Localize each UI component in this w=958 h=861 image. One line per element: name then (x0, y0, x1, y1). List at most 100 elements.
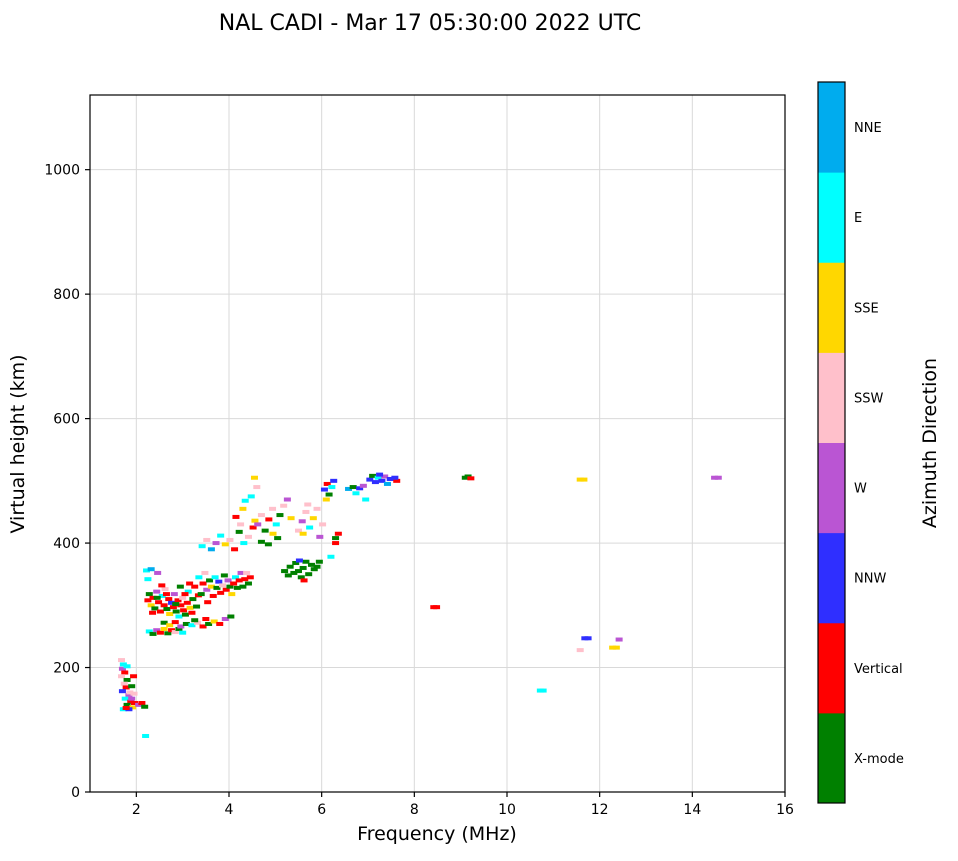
colorbar-category-label: NNE (854, 121, 882, 136)
scatter-point (257, 513, 265, 518)
scatter-point (283, 497, 291, 502)
scatter-point (188, 610, 196, 615)
scatter-point (383, 481, 391, 486)
scatter-point (221, 616, 229, 621)
scatter-point (145, 629, 153, 634)
scatter-point (302, 559, 310, 564)
scatter-point (327, 554, 335, 559)
scatter-point (295, 569, 302, 574)
scatter-point (121, 670, 129, 675)
y-tick-label: 400 (53, 536, 80, 552)
scatter-point (714, 475, 722, 480)
scatter-point (174, 598, 182, 603)
colorbar-category-label: NNW (854, 572, 886, 587)
scatter-point (172, 609, 180, 614)
scatter-point (222, 587, 230, 592)
scatter-point (179, 595, 187, 600)
scatter-point (334, 531, 342, 536)
scatter-point (170, 592, 178, 597)
scatter-point (235, 578, 243, 583)
scatter-point (209, 593, 217, 598)
scatter-point (125, 692, 133, 697)
scatter-point (292, 560, 300, 565)
scatter-point (119, 662, 127, 667)
scatter-point (183, 600, 191, 605)
scatter-point (168, 600, 176, 605)
scatter-point (235, 529, 243, 534)
scatter-point (239, 506, 247, 511)
scatter-point (281, 569, 289, 574)
scatter-point (322, 497, 330, 502)
scatter-point (612, 645, 620, 650)
scatter-point (151, 606, 159, 611)
scatter-point (158, 583, 166, 588)
scatter-point (295, 558, 303, 563)
scatter-point (253, 485, 261, 490)
scatter-point (362, 497, 370, 502)
scatter-point (199, 624, 207, 629)
scatter-point (207, 584, 215, 589)
scatter-point (145, 592, 153, 597)
colorbar-segment-nnw (818, 532, 845, 624)
scatter-point (257, 539, 265, 544)
x-tick-label: 8 (410, 802, 419, 818)
scatter-point (176, 584, 184, 589)
scatter-point (153, 589, 161, 594)
scatter-point (228, 592, 236, 597)
scatter-point (226, 537, 234, 542)
colorbar-category-label: SSW (854, 391, 884, 406)
colorbar-category-label: X-mode (854, 752, 904, 767)
scatter-point (149, 631, 157, 636)
scatter-point (188, 623, 196, 628)
scatter-point (287, 516, 295, 521)
scatter-point (584, 636, 592, 641)
scatter-point (156, 609, 164, 614)
scatter-point (197, 592, 205, 597)
scatter-point (184, 589, 192, 594)
scatter-point (160, 603, 168, 608)
colorbar-segment-vertical (818, 622, 845, 714)
scatter-point (240, 541, 248, 546)
scatter-point (155, 600, 163, 605)
scatter-point (243, 570, 251, 575)
chart-title: NAL CADI - Mar 17 05:30:00 2022 UTC (219, 11, 641, 36)
colorbar-category-label: E (854, 211, 862, 226)
scatter-point (711, 475, 719, 480)
scatter-point (274, 536, 282, 541)
scatter-point (391, 475, 399, 480)
scatter-point (609, 645, 617, 650)
colorbar-segment-x-mode (818, 712, 845, 804)
colorbar-category-label: SSE (854, 301, 879, 316)
scatter-point (205, 621, 213, 626)
y-tick-label: 200 (53, 661, 80, 677)
scatter-point (128, 684, 136, 689)
scatter-point (250, 475, 258, 480)
scatter-point (244, 534, 252, 539)
scatter-point (366, 477, 374, 482)
scatter-point (180, 608, 188, 613)
scatter-point (299, 565, 307, 570)
scatter-point (171, 630, 179, 635)
scatter-point (203, 587, 211, 592)
scatter-point (316, 534, 324, 539)
x-tick-label: 6 (317, 802, 326, 818)
scatter-point (325, 492, 333, 497)
scatter-point (261, 528, 269, 533)
y-tick-label: 1000 (44, 163, 80, 179)
scatter-point (226, 584, 234, 589)
scatter-point (313, 506, 321, 511)
scatter-point (237, 570, 245, 575)
scatter-point (580, 477, 588, 482)
scatter-point (161, 587, 169, 592)
scatter-point (241, 498, 249, 503)
scatter-point (207, 547, 215, 552)
scatter-point (130, 691, 138, 696)
y-tick-label: 600 (53, 412, 80, 428)
scatter-point (467, 476, 475, 481)
scatter-point (118, 674, 126, 679)
scatter-point (305, 572, 313, 577)
x-tick-label: 14 (683, 802, 701, 818)
scatter-point (206, 578, 214, 583)
scatter-point (615, 637, 623, 642)
